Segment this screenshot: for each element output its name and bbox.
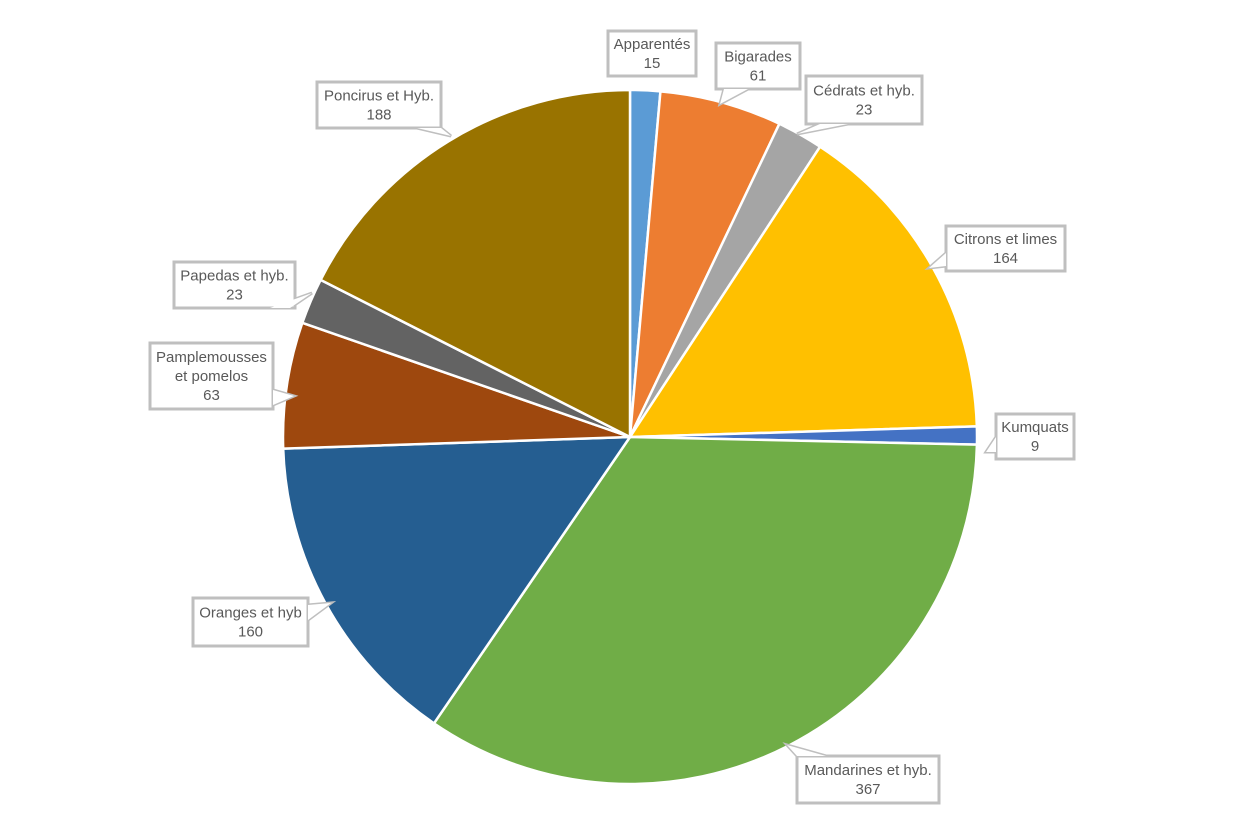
data-label-callouts: Apparentés 15 Bigarades 61 Cédrats et hyb. 23… [148,29,1076,805]
data-label-pamplemousses-et-pomelos: Pamplemousses et pomelos 63 [148,341,299,411]
callout-box [191,596,310,648]
data-label-category: et pomelos [175,368,248,385]
data-label-category: Papedas et hyb. [180,268,288,285]
data-label-citrons-et-limes: Citrons et limes 164 [924,224,1067,273]
callout-box [795,754,941,805]
callout-pointer-fill [986,437,996,452]
data-label-apparentes: Apparentés 15 [606,29,698,78]
callout-pointer-fill [273,390,294,405]
callout-pointer-fill [787,745,826,756]
data-label-category: Kumquats [1001,419,1069,436]
callout-box [714,41,802,91]
callout-box [148,341,275,411]
data-label-cedrats-et-hyb: Cédrats et hyb. 23 [796,74,924,136]
data-label-value: 367 [855,781,880,798]
data-label-papedas-et-hyb: Papedas et hyb. 23 [172,260,313,310]
data-label-poncirus-et-hyb: Poncirus et Hyb. 188 [315,80,452,138]
data-label-value: 9 [1031,438,1039,455]
pie-slice-poncirus-et-hyb [319,88,632,439]
callout-box [994,412,1076,461]
data-label-value: 23 [226,287,243,304]
data-label-category: Apparentés [614,36,691,53]
data-label-category: Citrons et limes [954,231,1057,248]
data-label-bigarades: Bigarades 61 [714,41,802,107]
data-label-value: 164 [993,250,1018,267]
callout-pointer-fill [308,603,331,620]
callout-box [172,260,297,310]
data-label-category: Pamplemousses [156,349,267,366]
data-label-value: 23 [856,102,873,119]
data-label-value: 160 [238,624,263,641]
callout-pointer-fill [929,253,946,268]
data-label-oranges-et-hyb: Oranges et hyb 160 [191,596,337,648]
data-label-value: 15 [644,55,661,72]
data-label-category: Mandarines et hyb. [804,762,932,779]
pie-slice-pamplemousses-et-pomelos [281,321,632,450]
data-label-value: 61 [750,68,767,85]
data-label-kumquats: Kumquats 9 [983,412,1076,461]
pie-slices [281,88,979,786]
callout-box [315,80,443,130]
callout-box [606,29,698,78]
data-label-mandarines-et-hyb: Mandarines et hyb. 367 [782,742,941,805]
data-label-category: Oranges et hyb [199,605,302,622]
data-label-value: 188 [366,107,391,124]
callout-pointer-fill [417,128,451,136]
data-label-category: Poncirus et Hyb. [324,88,434,105]
callout-box [944,224,1067,273]
callout-box [804,74,924,126]
callout-pointer-fill [270,293,312,308]
callout-pointer-fill [720,89,748,104]
callout-pointer-fill [797,124,848,134]
data-label-category: Bigarades [724,49,792,66]
data-label-category: Cédrats et hyb. [813,83,915,100]
data-label-value: 63 [203,387,220,404]
